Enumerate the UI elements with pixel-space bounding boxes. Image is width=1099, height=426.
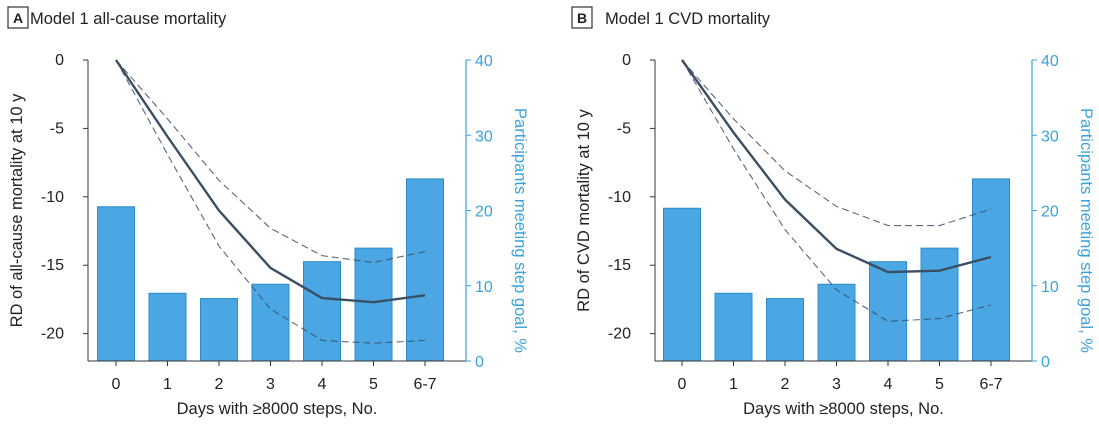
x-tick-label: 3 bbox=[266, 376, 275, 393]
left-tick-label: -10 bbox=[608, 189, 631, 206]
right-tick-label: 30 bbox=[475, 128, 493, 145]
ci-bound-line bbox=[681, 59, 992, 227]
bar bbox=[406, 178, 444, 362]
bar bbox=[972, 178, 1010, 362]
x-tick-label: 2 bbox=[215, 376, 224, 393]
ci-bound-line bbox=[115, 59, 426, 264]
bar bbox=[303, 261, 341, 362]
x-tick-label: 1 bbox=[163, 376, 172, 393]
x-tick-label: 4 bbox=[884, 376, 893, 393]
panel-letter-box bbox=[7, 6, 29, 29]
right-tick-label: 30 bbox=[1041, 128, 1059, 145]
left-tick-label: 0 bbox=[622, 52, 631, 69]
left-tick-label: -5 bbox=[50, 120, 64, 137]
right-tick-label: 10 bbox=[1041, 279, 1059, 296]
x-tick-label: 6-7 bbox=[413, 376, 436, 393]
x-tick-label: 3 bbox=[832, 376, 841, 393]
right-axis-title: Participants meeting step goal, % bbox=[1077, 108, 1095, 353]
ci-bound-line bbox=[681, 59, 992, 322]
left-tick-label: -20 bbox=[608, 326, 631, 343]
right-tick-label: 10 bbox=[475, 279, 493, 296]
right-tick-label: 20 bbox=[1041, 204, 1059, 221]
left-tick-label: -5 bbox=[617, 120, 631, 137]
left-tick-label: -20 bbox=[41, 326, 64, 343]
bar bbox=[251, 283, 290, 362]
right-axis-title: Participants meeting step goal, % bbox=[511, 108, 529, 353]
risk-difference-line bbox=[681, 59, 992, 274]
x-tick-label: 0 bbox=[678, 376, 687, 393]
x-tick-label: 5 bbox=[369, 376, 378, 393]
risk-difference-line bbox=[115, 59, 426, 304]
x-tick-label: 6-7 bbox=[979, 376, 1002, 393]
right-tick-label: 40 bbox=[475, 53, 493, 70]
bar bbox=[663, 207, 701, 362]
chart-panel-a: A Model 1 all-cause mortality 0 -5 -10 -15 -20… bbox=[7, 6, 529, 418]
right-tick-label: 20 bbox=[475, 204, 493, 221]
right-tick-label: 0 bbox=[475, 354, 484, 371]
left-tick-label: 0 bbox=[55, 52, 64, 69]
right-tick-label: 40 bbox=[1041, 53, 1059, 70]
left-tick-label: -15 bbox=[608, 257, 631, 274]
left-axis-title: RD of CVD mortality at 10 y bbox=[575, 108, 593, 311]
left-tick-label: -15 bbox=[41, 257, 64, 274]
x-tick-label: 0 bbox=[112, 376, 121, 393]
chart-panel-b: B Model 1 CVD mortality0-5-10-15-20403020… bbox=[571, 6, 1095, 418]
bar bbox=[817, 283, 856, 362]
x-tick-label: 2 bbox=[781, 376, 790, 393]
panel-letter: B bbox=[577, 10, 587, 26]
panel-letter: A bbox=[13, 10, 23, 26]
x-tick-label: 1 bbox=[729, 376, 738, 393]
left-axis-title: RD of all-cause mortality at 10 y bbox=[8, 93, 26, 328]
bar bbox=[354, 247, 393, 362]
bar bbox=[200, 298, 238, 362]
x-axis-title: Days with ≥8000 steps, No. bbox=[177, 400, 378, 418]
bar bbox=[869, 261, 907, 362]
panel-title: Model 1 all-cause mortality bbox=[30, 10, 227, 28]
panel-title: Model 1 CVD mortality bbox=[605, 10, 771, 28]
x-axis-title: Days with ≥8000 steps, No. bbox=[743, 400, 944, 418]
panel-letter-box bbox=[571, 6, 593, 29]
bar bbox=[920, 247, 959, 362]
bar bbox=[714, 292, 753, 362]
bar bbox=[97, 206, 135, 362]
x-tick-label: 4 bbox=[318, 376, 327, 393]
bar bbox=[148, 292, 187, 362]
left-tick-label: -10 bbox=[41, 189, 64, 206]
right-tick-label: 0 bbox=[1041, 354, 1050, 371]
bar bbox=[766, 298, 804, 362]
x-tick-label: 5 bbox=[935, 376, 944, 393]
